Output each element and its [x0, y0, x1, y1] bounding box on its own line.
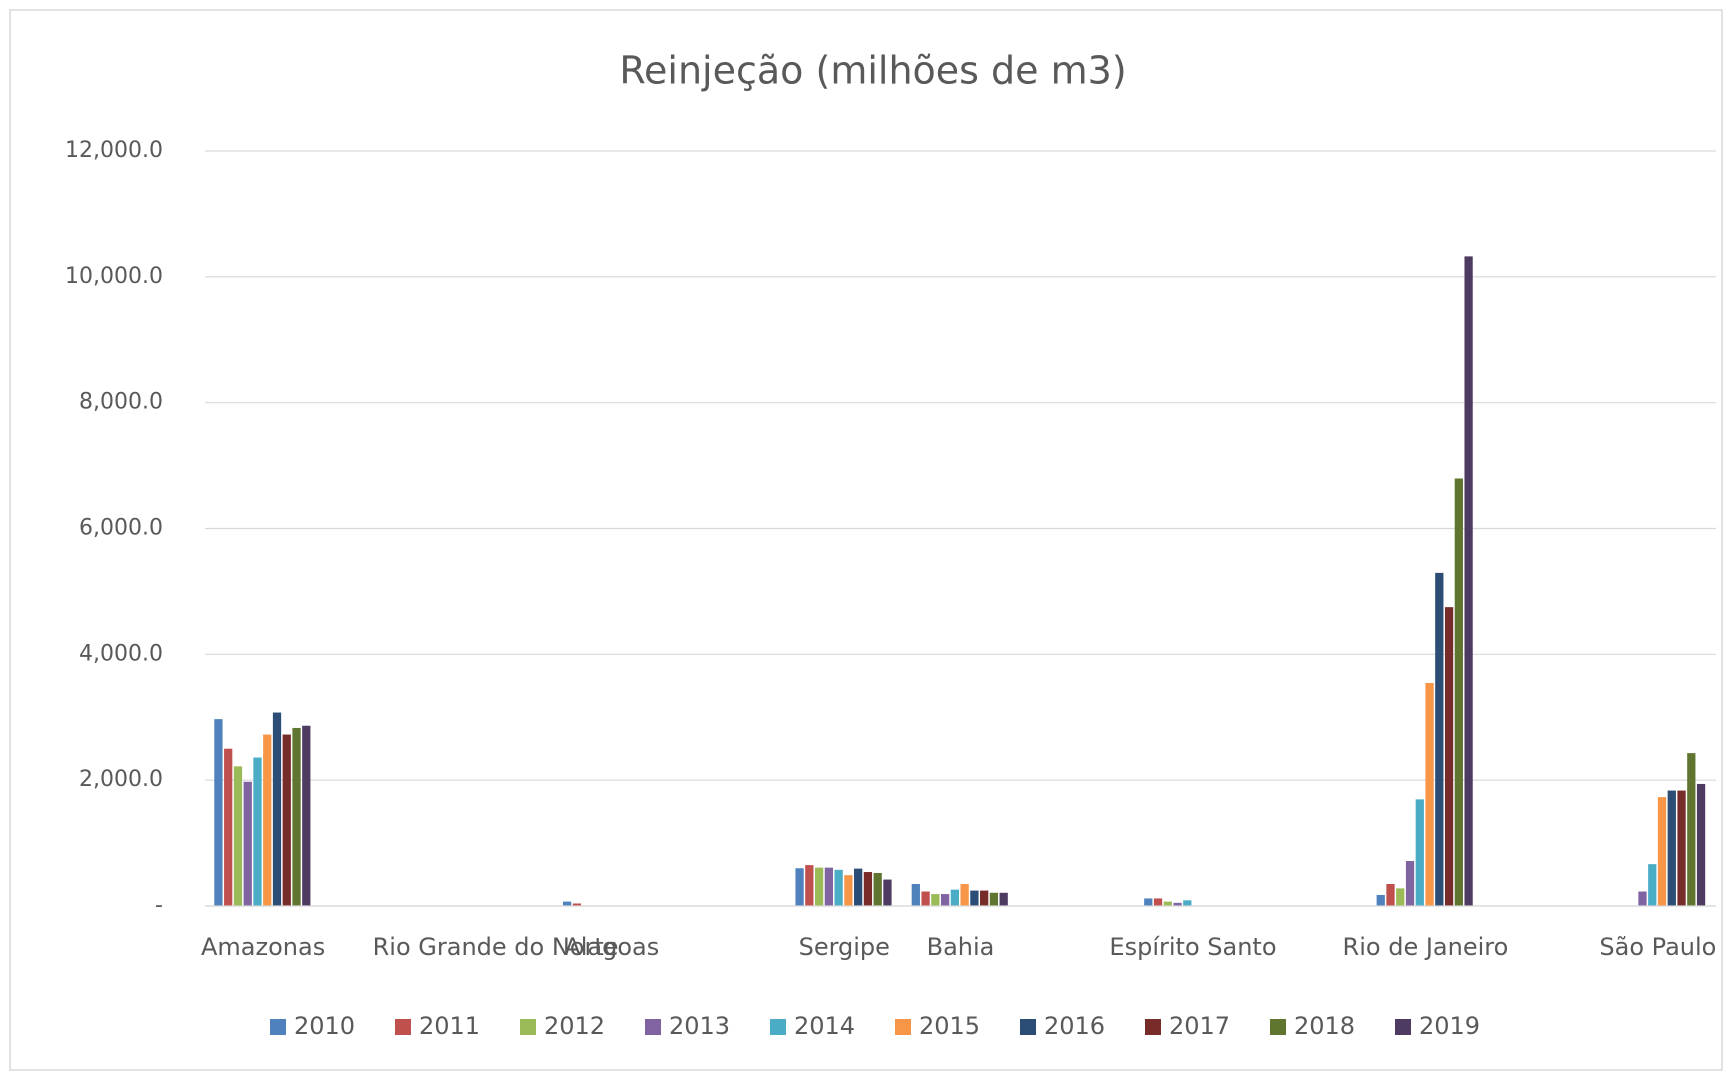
bar: [253, 757, 262, 906]
bar: [1415, 799, 1424, 906]
bar: [980, 890, 989, 906]
legend-label: 2019: [1419, 1012, 1480, 1040]
bar: [1425, 682, 1434, 906]
bar: [1696, 783, 1706, 906]
legend-swatch: [1020, 1019, 1036, 1035]
x-tick-label: Alagoas: [564, 933, 659, 961]
y-tick-label: 10,000.0: [65, 264, 163, 289]
bar: [1153, 898, 1163, 906]
bar: [873, 872, 882, 906]
bar: [233, 766, 243, 906]
x-tick-label: Amazonas: [201, 933, 325, 961]
y-tick-label: 4,000.0: [79, 641, 163, 666]
legend-swatch: [1145, 1019, 1161, 1035]
bar: [1183, 900, 1192, 906]
legend-swatch: [770, 1019, 786, 1035]
bar: [282, 734, 291, 906]
x-tick-label: Espírito Santo: [1109, 933, 1276, 961]
y-tick-label: 6,000.0: [79, 516, 163, 541]
bar: [805, 865, 814, 906]
bar: [1687, 753, 1696, 906]
legend-label: 2013: [669, 1012, 730, 1040]
legend-label: 2012: [544, 1012, 605, 1040]
bar: [854, 868, 863, 906]
bar: [999, 892, 1008, 906]
legend-swatch: [395, 1019, 411, 1035]
bar: [572, 903, 582, 906]
legend-label: 2016: [1044, 1012, 1105, 1040]
bar: [844, 875, 853, 906]
bar: [883, 879, 892, 906]
legend-swatch: [270, 1019, 286, 1035]
bar: [1638, 891, 1647, 906]
y-tick-label: 2,000.0: [79, 767, 163, 792]
bar: [940, 894, 950, 906]
bar: [911, 883, 920, 906]
bar: [263, 734, 272, 906]
bar: [214, 719, 223, 906]
legend-label: 2014: [794, 1012, 855, 1040]
bar: [931, 894, 940, 906]
legend-swatch: [1395, 1019, 1411, 1035]
bar: [863, 872, 873, 906]
bar: [960, 883, 969, 906]
bar: [950, 889, 959, 906]
legend-swatch: [645, 1019, 661, 1035]
y-tick-label: 8,000.0: [79, 390, 163, 415]
bar: [272, 712, 282, 906]
bar: [1144, 898, 1153, 906]
x-tick-label: Rio de Janeiro: [1343, 933, 1509, 961]
bar: [562, 901, 572, 906]
legend-swatch: [1270, 1019, 1286, 1035]
legend-swatch: [895, 1019, 911, 1035]
bar: [302, 725, 311, 906]
legend-label: 2018: [1294, 1012, 1355, 1040]
x-tick-label: Rio Grande do Norte: [373, 933, 619, 961]
bar: [1376, 894, 1385, 906]
bar: [1648, 864, 1657, 906]
bar: [1396, 888, 1405, 906]
bar: [1405, 861, 1415, 906]
bar: [1435, 572, 1444, 906]
bar: [795, 868, 804, 906]
bar: [1454, 478, 1463, 906]
legend-label: 2010: [294, 1012, 355, 1040]
bar: [1163, 901, 1172, 906]
bar: [1386, 883, 1395, 906]
bar: [1173, 902, 1182, 906]
y-tick-label: 12,000.0: [65, 138, 163, 163]
legend-label: 2017: [1169, 1012, 1230, 1040]
legend-swatch: [520, 1019, 536, 1035]
bar: [224, 748, 233, 906]
x-tick-label: Sergipe: [799, 933, 890, 961]
bar: [243, 781, 252, 906]
x-tick-label: São Paulo: [1599, 933, 1716, 961]
x-tick-label: Bahia: [927, 933, 995, 961]
chart-title: Reinjeção (milhões de m3): [619, 49, 1126, 93]
bar: [989, 892, 999, 906]
bar: [292, 727, 301, 906]
bar: [834, 869, 843, 906]
bar: [970, 890, 979, 906]
y-tick-label: -: [155, 893, 163, 918]
bar: [1444, 607, 1454, 906]
bar: [1667, 790, 1676, 906]
bar: [1657, 797, 1667, 906]
legend-label: 2011: [419, 1012, 480, 1040]
legend-label: 2015: [919, 1012, 980, 1040]
bar: [824, 867, 834, 906]
bar: [1677, 790, 1686, 906]
bar: [1464, 256, 1473, 907]
bar: [814, 867, 824, 906]
bar: [921, 891, 930, 906]
